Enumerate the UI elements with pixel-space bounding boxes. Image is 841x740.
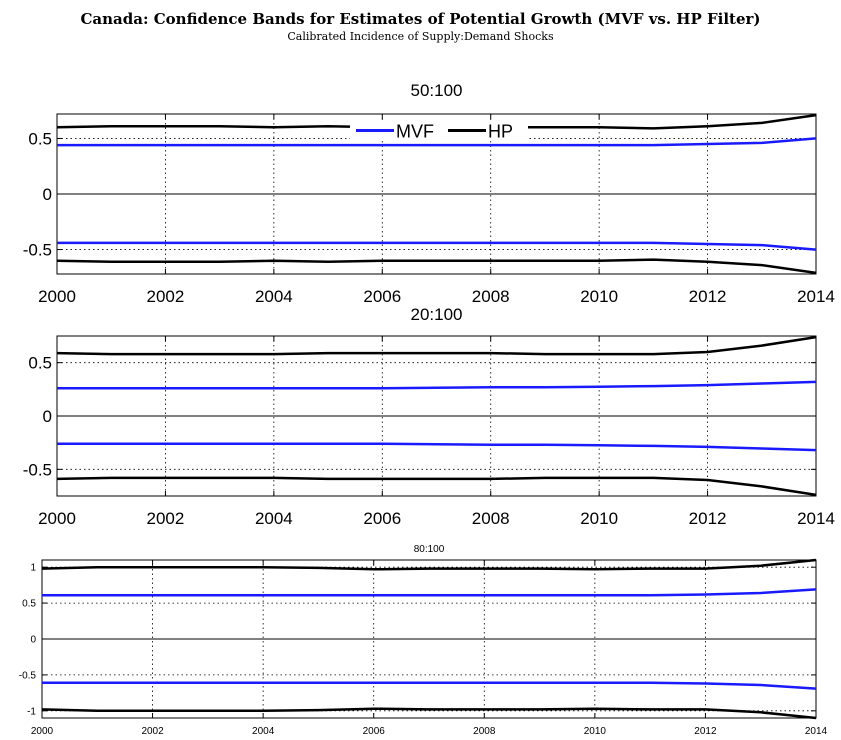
series-line-mvf (42, 681, 817, 690)
series-line-hp (41, 558, 817, 571)
series-line-hp (56, 476, 817, 497)
series-line-hp (41, 707, 817, 720)
series-line-hp (56, 335, 817, 356)
series-line-mvf (57, 241, 817, 251)
x-tick-label: 2014 (805, 726, 828, 737)
x-tick-label: 2008 (472, 509, 510, 528)
series-line-mvf (42, 588, 817, 597)
series-line-mvf (57, 442, 817, 452)
legend-box (350, 120, 528, 141)
y-tick-label: 0 (43, 407, 52, 426)
y-tick-label: -0.5 (23, 460, 52, 479)
page-title: Canada: Confidence Bands for Estimates o… (80, 10, 761, 28)
y-tick-label: -0.5 (19, 670, 37, 681)
x-tick-label: 2002 (141, 726, 164, 737)
panel-title: 20:100 (411, 305, 463, 324)
y-tick-label: -0.5 (23, 241, 52, 260)
x-tick-label: 2010 (584, 726, 607, 737)
x-tick-label: 2002 (147, 509, 185, 528)
y-tick-label: -1 (27, 706, 36, 717)
x-tick-label: 2012 (694, 726, 717, 737)
x-tick-label: 2012 (689, 287, 727, 306)
x-tick-label: 2002 (147, 287, 185, 306)
y-tick-label: 0 (43, 185, 52, 204)
y-tick-label: 0.5 (28, 129, 52, 148)
x-tick-label: 2008 (472, 287, 510, 306)
x-tick-label: 2006 (363, 287, 401, 306)
x-tick-label: 2004 (255, 509, 293, 528)
x-tick-label: 2000 (38, 287, 76, 306)
x-tick-label: 2006 (363, 509, 401, 528)
series-line-hp (56, 258, 817, 275)
y-tick-label: 0.5 (22, 599, 36, 610)
page-subtitle: Calibrated Incidence of Supply:Demand Sh… (287, 30, 554, 43)
x-tick-label: 2004 (252, 726, 275, 737)
legend-label: MVF (396, 121, 434, 141)
panel-title: 80:100 (414, 544, 445, 555)
x-tick-label: 2012 (689, 509, 727, 528)
x-tick-label: 2014 (797, 287, 835, 306)
x-tick-label: 2006 (363, 726, 386, 737)
x-tick-label: 2000 (31, 726, 54, 737)
series-line-mvf (57, 380, 817, 390)
x-tick-label: 2010 (580, 287, 618, 306)
y-tick-label: 0.5 (28, 354, 52, 373)
x-tick-label: 2000 (38, 509, 76, 528)
x-tick-label: 2004 (255, 287, 293, 306)
x-tick-label: 2008 (473, 726, 496, 737)
panel-title: 50:100 (411, 81, 463, 100)
x-tick-label: 2010 (580, 509, 618, 528)
x-tick-label: 2014 (797, 509, 835, 528)
y-tick-label: 0 (30, 635, 36, 646)
y-tick-label: 1 (30, 563, 36, 574)
legend-label: HP (488, 121, 513, 141)
series-line-mvf (57, 137, 817, 147)
